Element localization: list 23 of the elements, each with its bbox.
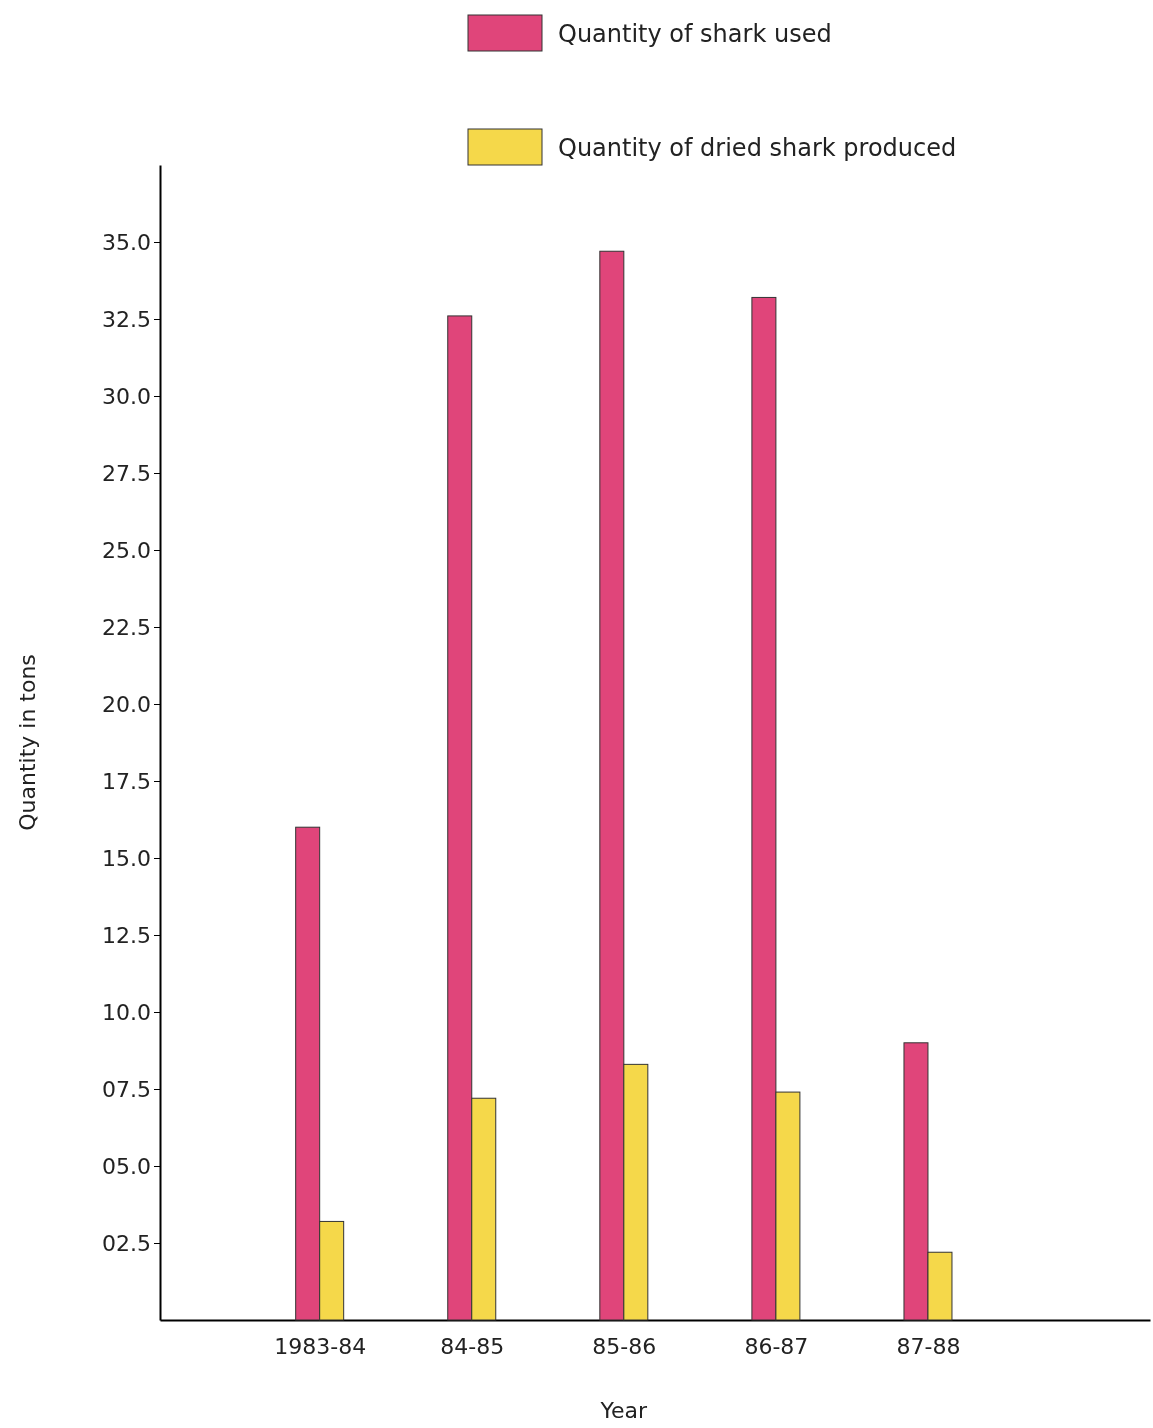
y-tick-label: 17.5 <box>102 768 151 794</box>
y-axis-title: Quantity in tons <box>15 654 40 831</box>
y-tick-label: 27.5 <box>102 460 151 486</box>
y-tick-label: 10.0 <box>102 999 151 1025</box>
x-tick-label: 86-87 <box>744 1333 809 1359</box>
x-tick-label: 85-86 <box>592 1333 657 1359</box>
y-tick-label: 15.0 <box>102 845 151 871</box>
y-tick-label: 07.5 <box>102 1076 151 1102</box>
y-tick-label: 02.5 <box>102 1230 151 1256</box>
x-tick-label: 1983-84 <box>274 1333 367 1359</box>
y-tick-label: 25.0 <box>102 537 151 563</box>
y-tick-label: 22.5 <box>102 614 151 640</box>
y-tick-label: 05.0 <box>102 1153 151 1179</box>
y-tick-label: 30.0 <box>102 383 151 409</box>
x-tick-label: 87-88 <box>896 1333 961 1359</box>
y-tick-label: 32.5 <box>102 306 151 332</box>
y-tick-label: 12.5 <box>102 922 151 948</box>
legend-label: Quantity of dried shark produced <box>558 134 957 162</box>
y-tick-label: 20.0 <box>102 691 151 717</box>
x-axis-title: Year <box>599 1398 649 1423</box>
y-tick-label: 35.0 <box>102 229 151 255</box>
legend-label: Quantity of shark used <box>558 20 832 48</box>
x-tick-label: 84-85 <box>440 1333 505 1359</box>
